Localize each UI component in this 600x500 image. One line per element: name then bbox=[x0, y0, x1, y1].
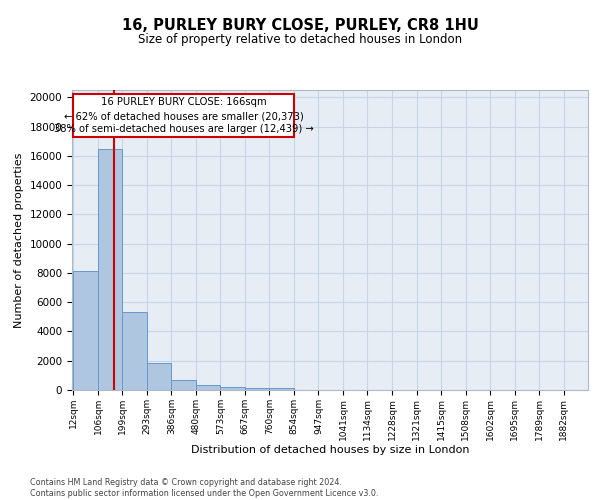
Text: 16, PURLEY BURY CLOSE, PURLEY, CR8 1HU: 16, PURLEY BURY CLOSE, PURLEY, CR8 1HU bbox=[122, 18, 478, 32]
Text: 38% of semi-detached houses are larger (12,439) →: 38% of semi-detached houses are larger (… bbox=[54, 124, 314, 134]
Y-axis label: Number of detached properties: Number of detached properties bbox=[14, 152, 24, 328]
Text: ← 62% of detached houses are smaller (20,373): ← 62% of detached houses are smaller (20… bbox=[64, 112, 304, 122]
FancyBboxPatch shape bbox=[73, 94, 294, 137]
Bar bbox=[147, 363, 172, 390]
Bar bbox=[98, 148, 122, 390]
X-axis label: Distribution of detached houses by size in London: Distribution of detached houses by size … bbox=[191, 446, 469, 456]
Bar bbox=[245, 388, 269, 390]
Bar bbox=[196, 385, 220, 390]
Bar bbox=[220, 387, 245, 390]
Bar bbox=[122, 312, 147, 390]
Text: Contains HM Land Registry data © Crown copyright and database right 2024.
Contai: Contains HM Land Registry data © Crown c… bbox=[30, 478, 379, 498]
Text: Size of property relative to detached houses in London: Size of property relative to detached ho… bbox=[138, 32, 462, 46]
Bar bbox=[269, 388, 294, 390]
Bar bbox=[73, 272, 98, 390]
Bar bbox=[172, 380, 196, 390]
Text: 16 PURLEY BURY CLOSE: 166sqm: 16 PURLEY BURY CLOSE: 166sqm bbox=[101, 97, 266, 107]
